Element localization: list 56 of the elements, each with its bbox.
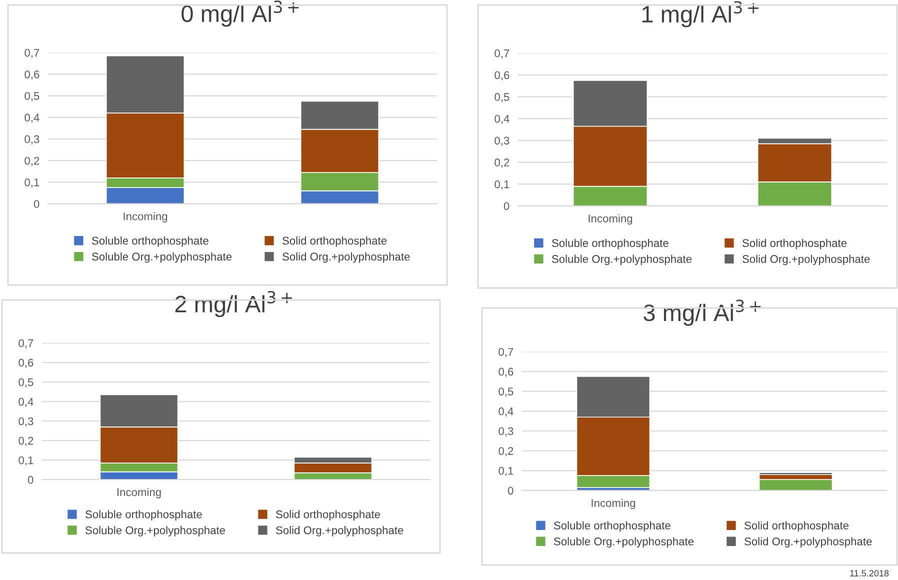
y-tick-label: 0,2 [18, 436, 34, 446]
legend-label: Solid Org.+polyphosphate [744, 537, 872, 548]
legend-label: Solid Org.+polyphosphate [276, 526, 404, 536]
legend-label: Soluble Org.+polyphosphate [92, 252, 232, 263]
legend-label: Soluble orthophosphate [552, 238, 668, 250]
y-tick-label: 0 [504, 202, 510, 210]
legend-label: Solid Org.+polyphosphate [742, 254, 870, 266]
y-tick-label: 0,6 [24, 70, 40, 80]
x-tick-label: Incoming [124, 212, 168, 222]
y-tick-label: 0,5 [498, 388, 514, 397]
y-tick-label: 0,3 [18, 417, 34, 427]
legend-label: Soluble Org.+polyphosphate [85, 526, 226, 536]
legend-label: Soluble Org.+polyphosphate [554, 537, 694, 548]
y-tick-label: 0,1 [494, 180, 510, 190]
x-tick-label: Incoming [117, 488, 161, 498]
legend-label: Solid orthophosphate [276, 510, 380, 520]
legend-label: Solid Org.+polyphosphate [282, 252, 410, 263]
legend-label: Solid orthophosphate [744, 521, 849, 532]
y-tick-label: 0,2 [494, 158, 510, 168]
y-tick-label: 0,2 [24, 156, 40, 166]
y-tick-label: 0,7 [498, 348, 514, 358]
y-tick-label: 0,5 [24, 92, 40, 102]
y-tick-label: 0,4 [494, 114, 510, 124]
y-tick-label: 0,2 [498, 447, 514, 456]
y-tick-label: 0,7 [24, 48, 40, 58]
y-tick-label: 0,3 [494, 136, 510, 146]
legend-label: Solid orthophosphate [742, 238, 847, 250]
y-tick-label: 0,4 [24, 114, 40, 123]
y-tick-label: 0,4 [18, 398, 34, 408]
y-tick-label: 0,4 [498, 407, 514, 417]
y-tick-label: 0 [34, 200, 40, 208]
y-tick-label: 0 [508, 486, 514, 495]
y-tick-label: 0,7 [18, 339, 34, 348]
legend-label: Soluble orthophosphate [92, 236, 208, 247]
y-tick-label: 0,3 [24, 135, 40, 144]
legend-label: Solid orthophosphate [282, 236, 387, 247]
y-tick-label: 0,5 [18, 378, 34, 388]
y-tick-label: 0,5 [494, 93, 510, 102]
legend-label: Soluble orthophosphate [85, 510, 202, 520]
y-tick-label: 0,1 [18, 456, 34, 466]
chart-title: 1 mg/l Al$^{3+}$ [642, 1, 759, 28]
y-tick-label: 0,7 [494, 49, 510, 59]
text: 11.5.2018 [850, 570, 889, 576]
y-tick-label: 0 [28, 476, 34, 484]
y-tick-label: 0,3 [498, 427, 514, 436]
x-tick-label: Incoming [592, 498, 636, 510]
bar [758, 479, 833, 490]
y-tick-label: 0,6 [494, 71, 510, 80]
y-tick-label: 0,6 [18, 358, 34, 368]
x-tick-label: Incoming [588, 214, 632, 225]
y-tick-label: 0,1 [24, 178, 40, 188]
y-tick-label: 0,1 [498, 466, 514, 476]
legend-label: Soluble Org.+polyphosphate [552, 254, 692, 266]
legend-label: Soluble orthophosphate [554, 521, 670, 532]
y-tick-label: 0,6 [498, 368, 514, 377]
chart-title: 0 mg/l Al$^{3+}$ [182, 0, 299, 27]
